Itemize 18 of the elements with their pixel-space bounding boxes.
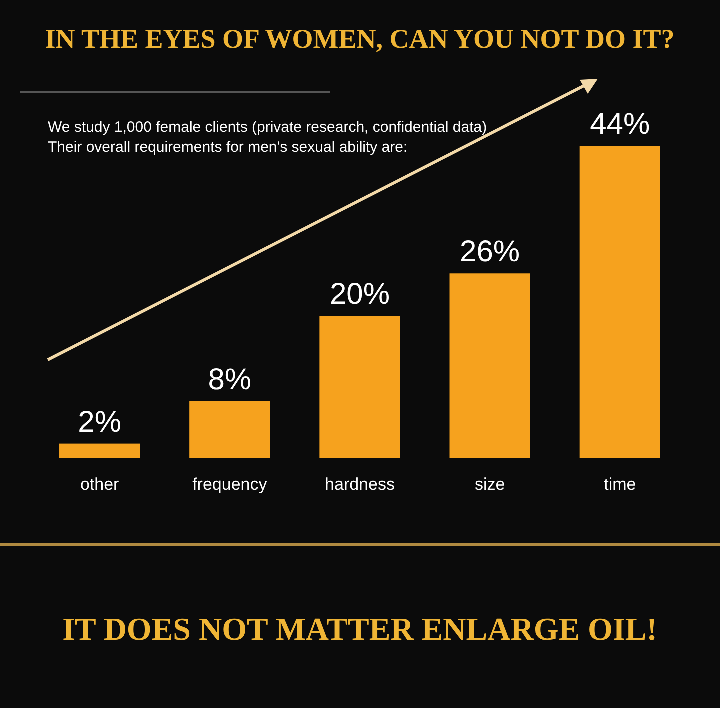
x-tick-label: other [80,475,120,494]
bar [60,444,140,458]
text: IT DOES NOT MATTER ENLARGE OIL! [62,611,658,647]
bar [190,401,270,458]
x-tick-label: time [604,475,636,494]
data-label: 8% [208,363,252,396]
data-label: 20% [330,278,390,312]
x-tick-label: hardness [325,475,395,494]
data-label: 2% [78,406,122,439]
bar [320,316,400,458]
x-tick-label: frequency [192,475,268,494]
chart-title: IN THE EYES OF WOMEN, CAN YOU NOT DO IT? [45,24,675,54]
x-tick-label: size [474,475,506,494]
chart-subtitle: We study 1,000 female clients (private research, confidential data) Their overall requirements for men's sexual ability are: [48,119,488,156]
data-label: 26% [460,236,520,269]
data-label: 44% [590,108,650,141]
bar [580,146,660,458]
bar [450,274,530,458]
